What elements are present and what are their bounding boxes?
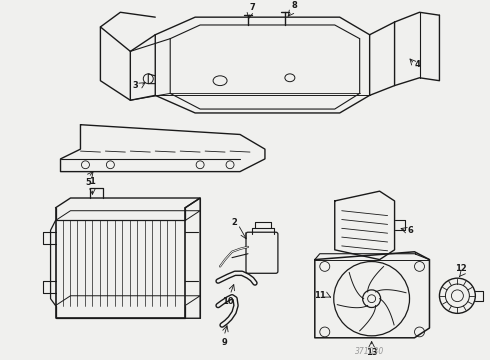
Text: 371030: 371030 — [355, 347, 384, 356]
Text: 8: 8 — [292, 1, 297, 10]
Text: 13: 13 — [366, 347, 377, 356]
Text: 3: 3 — [133, 81, 138, 90]
Text: 10: 10 — [222, 297, 234, 306]
Text: 12: 12 — [456, 264, 467, 273]
Text: 5: 5 — [86, 179, 91, 188]
Text: 11: 11 — [314, 291, 326, 300]
Text: 9: 9 — [221, 338, 227, 347]
Text: 4: 4 — [415, 60, 420, 69]
Text: 2: 2 — [231, 218, 237, 227]
Text: 1: 1 — [90, 177, 96, 186]
Text: 6: 6 — [408, 226, 414, 235]
Text: 7: 7 — [250, 3, 256, 12]
